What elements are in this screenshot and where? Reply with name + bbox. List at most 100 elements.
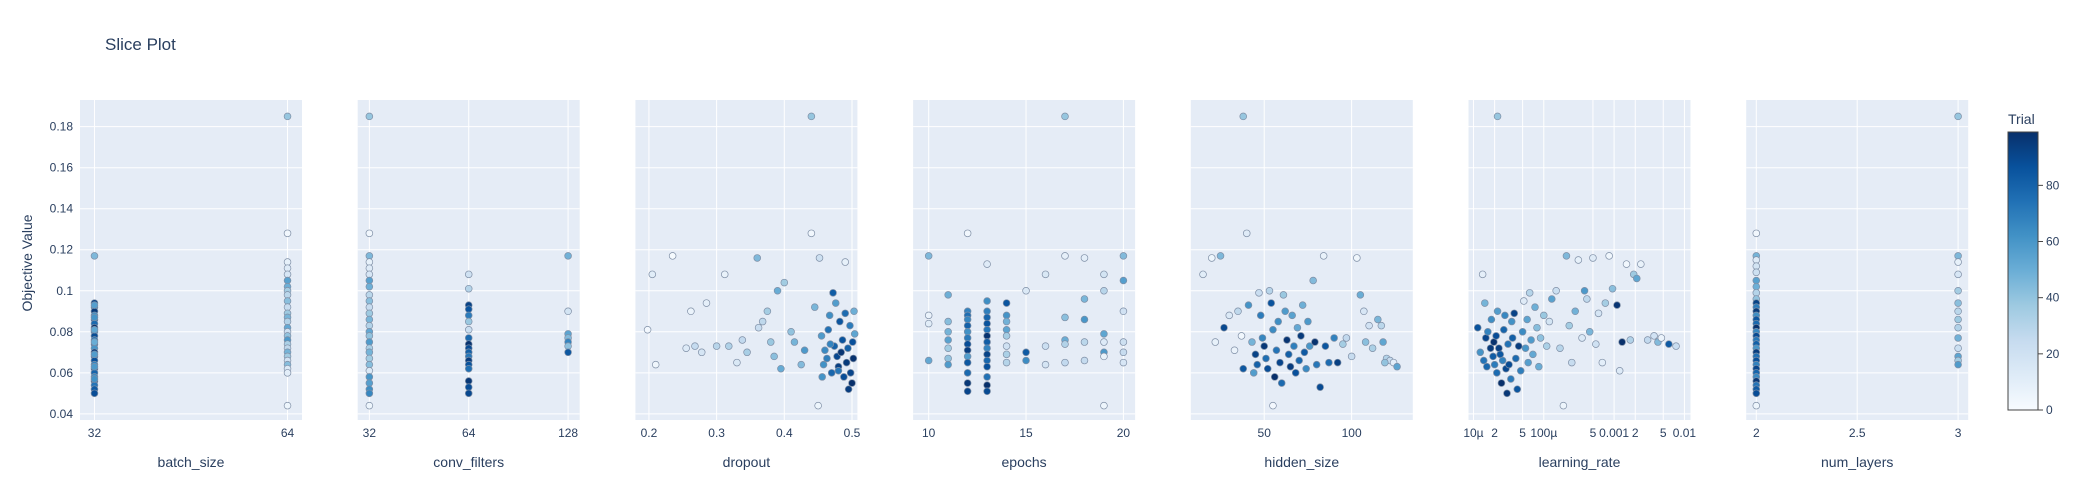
data-point	[1061, 340, 1069, 348]
data-point	[1256, 311, 1265, 320]
y-tick-label: 0.14	[50, 202, 74, 216]
data-point	[1061, 112, 1069, 121]
data-point	[1752, 256, 1761, 264]
data-point	[691, 342, 699, 350]
data-point	[850, 307, 858, 316]
data-point	[1022, 287, 1030, 295]
data-point	[1393, 362, 1401, 371]
data-point	[1255, 289, 1263, 297]
data-point	[464, 383, 473, 391]
data-point	[1752, 401, 1761, 410]
colorbar-tick-label: 0	[2046, 403, 2053, 417]
data-point	[924, 356, 933, 365]
data-point	[1513, 385, 1522, 393]
data-point	[1481, 299, 1489, 307]
data-point	[1507, 317, 1516, 326]
x-tick-label: 32	[88, 426, 102, 440]
data-point	[1080, 356, 1089, 365]
data-point	[1482, 334, 1490, 342]
data-point	[1613, 301, 1621, 309]
data-point	[983, 307, 991, 316]
x-tick-label: 0.4	[776, 426, 793, 440]
data-point	[1300, 348, 1309, 357]
data-point	[1002, 332, 1011, 340]
data-point	[1002, 350, 1011, 359]
data-point	[1208, 254, 1216, 262]
data-point	[1483, 362, 1491, 371]
data-point	[807, 112, 816, 121]
data-point	[1552, 287, 1560, 295]
data-point	[963, 340, 972, 348]
data-point	[1304, 317, 1312, 326]
data-point	[1752, 389, 1761, 398]
x-axis-label-conv_filters: conv_filters	[433, 454, 504, 470]
data-point	[1954, 112, 1962, 121]
data-point	[1269, 325, 1277, 334]
data-point	[1277, 379, 1286, 387]
data-point	[1520, 297, 1528, 305]
data-point	[365, 229, 374, 238]
data-point	[963, 358, 972, 367]
y-tick-label: 0.04	[50, 407, 74, 421]
data-point	[983, 356, 991, 365]
data-point	[1080, 338, 1089, 346]
colorbar-gradient	[2007, 131, 2039, 411]
colorbar: Trial 0 20 40 60 80	[2007, 111, 2060, 417]
data-point	[1288, 311, 1296, 320]
data-point	[1080, 315, 1089, 324]
x-tick-label: 5	[1590, 426, 1597, 440]
data-point	[720, 270, 729, 279]
data-point	[1672, 342, 1680, 350]
data-point	[668, 252, 677, 260]
data-point	[821, 346, 829, 355]
data-point	[1325, 358, 1333, 367]
data-point	[464, 270, 473, 279]
data-point	[1633, 274, 1641, 283]
data-point	[1626, 336, 1635, 344]
data-point	[844, 385, 853, 393]
data-point	[1496, 350, 1504, 359]
x-axis-label-learning_rate: learning_rate	[1539, 454, 1621, 470]
data-point	[1381, 358, 1389, 367]
data-point	[1360, 307, 1368, 316]
data-point	[963, 379, 972, 387]
data-point	[1521, 344, 1530, 352]
data-point	[1503, 389, 1511, 398]
colorbar-tick-label: 80	[2046, 178, 2060, 192]
data-point	[1002, 358, 1011, 367]
data-point	[790, 338, 799, 346]
data-point	[464, 325, 473, 334]
data-point	[1291, 369, 1300, 377]
data-point	[1302, 364, 1310, 373]
x-tick-label: 0.001	[1599, 426, 1629, 440]
data-point	[365, 401, 374, 410]
data-point	[1583, 295, 1591, 303]
data-point	[365, 367, 374, 375]
data-point	[1119, 307, 1128, 316]
data-point	[283, 264, 292, 272]
data-point	[365, 354, 374, 363]
data-point	[1954, 360, 1962, 369]
x-tick-label: 0.01	[1673, 426, 1697, 440]
data-point	[1954, 258, 1962, 266]
data-point	[1377, 321, 1386, 330]
data-point	[924, 319, 933, 328]
data-point	[1239, 364, 1247, 373]
data-point	[90, 375, 99, 383]
data-point	[1752, 268, 1761, 277]
x-tick-label: 10	[922, 426, 936, 440]
data-point	[1527, 336, 1535, 344]
data-point	[365, 315, 374, 324]
data-point	[687, 307, 695, 316]
data-point	[365, 389, 374, 398]
data-point	[283, 229, 292, 238]
data-point	[1374, 315, 1382, 324]
colorbar-tick-label: 60	[2046, 235, 2060, 249]
data-point	[90, 389, 99, 398]
data-point	[1622, 260, 1631, 268]
data-point	[1272, 346, 1281, 355]
data-point	[823, 354, 831, 363]
data-point	[1260, 342, 1268, 350]
data-point	[817, 332, 826, 340]
data-point	[1524, 358, 1532, 367]
